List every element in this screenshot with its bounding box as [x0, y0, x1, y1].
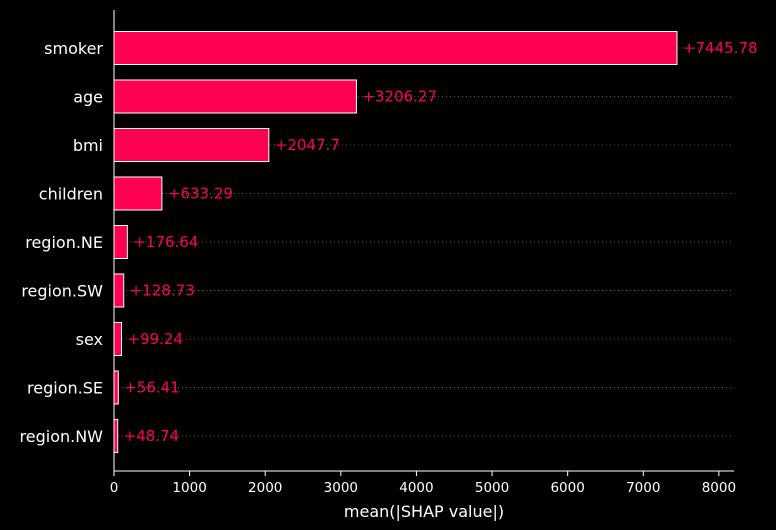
x-tick-label: 2000: [248, 480, 282, 496]
value-label: +56.41: [124, 379, 180, 397]
x-tick-label: 8000: [702, 480, 736, 496]
feature-label: smoker: [44, 39, 103, 58]
x-tick-label: 4000: [399, 480, 433, 496]
bar-age: [113, 79, 357, 114]
bar-smoker: [113, 31, 678, 65]
x-tick-label: 0: [110, 480, 119, 496]
bar-bmi: [113, 128, 270, 162]
feature-label: region.SE: [27, 379, 103, 398]
value-label: +128.73: [130, 282, 195, 300]
feature-label: bmi: [73, 136, 103, 155]
labels: smoker +7445.78 age +3206.27 bmi +2047.7 child…: [20, 39, 758, 446]
feature-label: sex: [76, 330, 103, 349]
value-label: +99.24: [128, 330, 184, 348]
x-tick-label: 6000: [550, 480, 584, 496]
feature-label: region.NE: [25, 233, 103, 252]
value-label: +3206.27: [362, 88, 437, 106]
value-label: +7445.78: [683, 39, 758, 57]
bar-region-se: [113, 370, 119, 405]
x-axis-title: mean(|SHAP value|): [344, 502, 504, 521]
feature-label: region.SW: [21, 282, 103, 301]
bar-children: [113, 176, 163, 211]
x-tick-label: 5000: [475, 480, 509, 496]
feature-label: age: [73, 88, 103, 107]
axes: 0 1000 2000 3000 4000 5000 6000 7000 8000: [110, 10, 736, 496]
value-label: +633.29: [168, 185, 233, 203]
bar-sex: [113, 322, 123, 356]
value-label: +48.74: [124, 427, 180, 445]
value-label: +176.64: [133, 233, 198, 251]
x-tick-label: 7000: [626, 480, 660, 496]
value-label: +2047.7: [275, 136, 340, 154]
bars: [113, 31, 678, 453]
x-tick-label: 3000: [324, 480, 358, 496]
bar-region-sw: [113, 273, 125, 308]
bar-region-ne: [113, 225, 128, 259]
feature-label: children: [39, 185, 103, 204]
feature-label: region.NW: [20, 427, 104, 446]
bar-region-nw: [113, 419, 119, 453]
x-tick-label: 1000: [172, 480, 206, 496]
